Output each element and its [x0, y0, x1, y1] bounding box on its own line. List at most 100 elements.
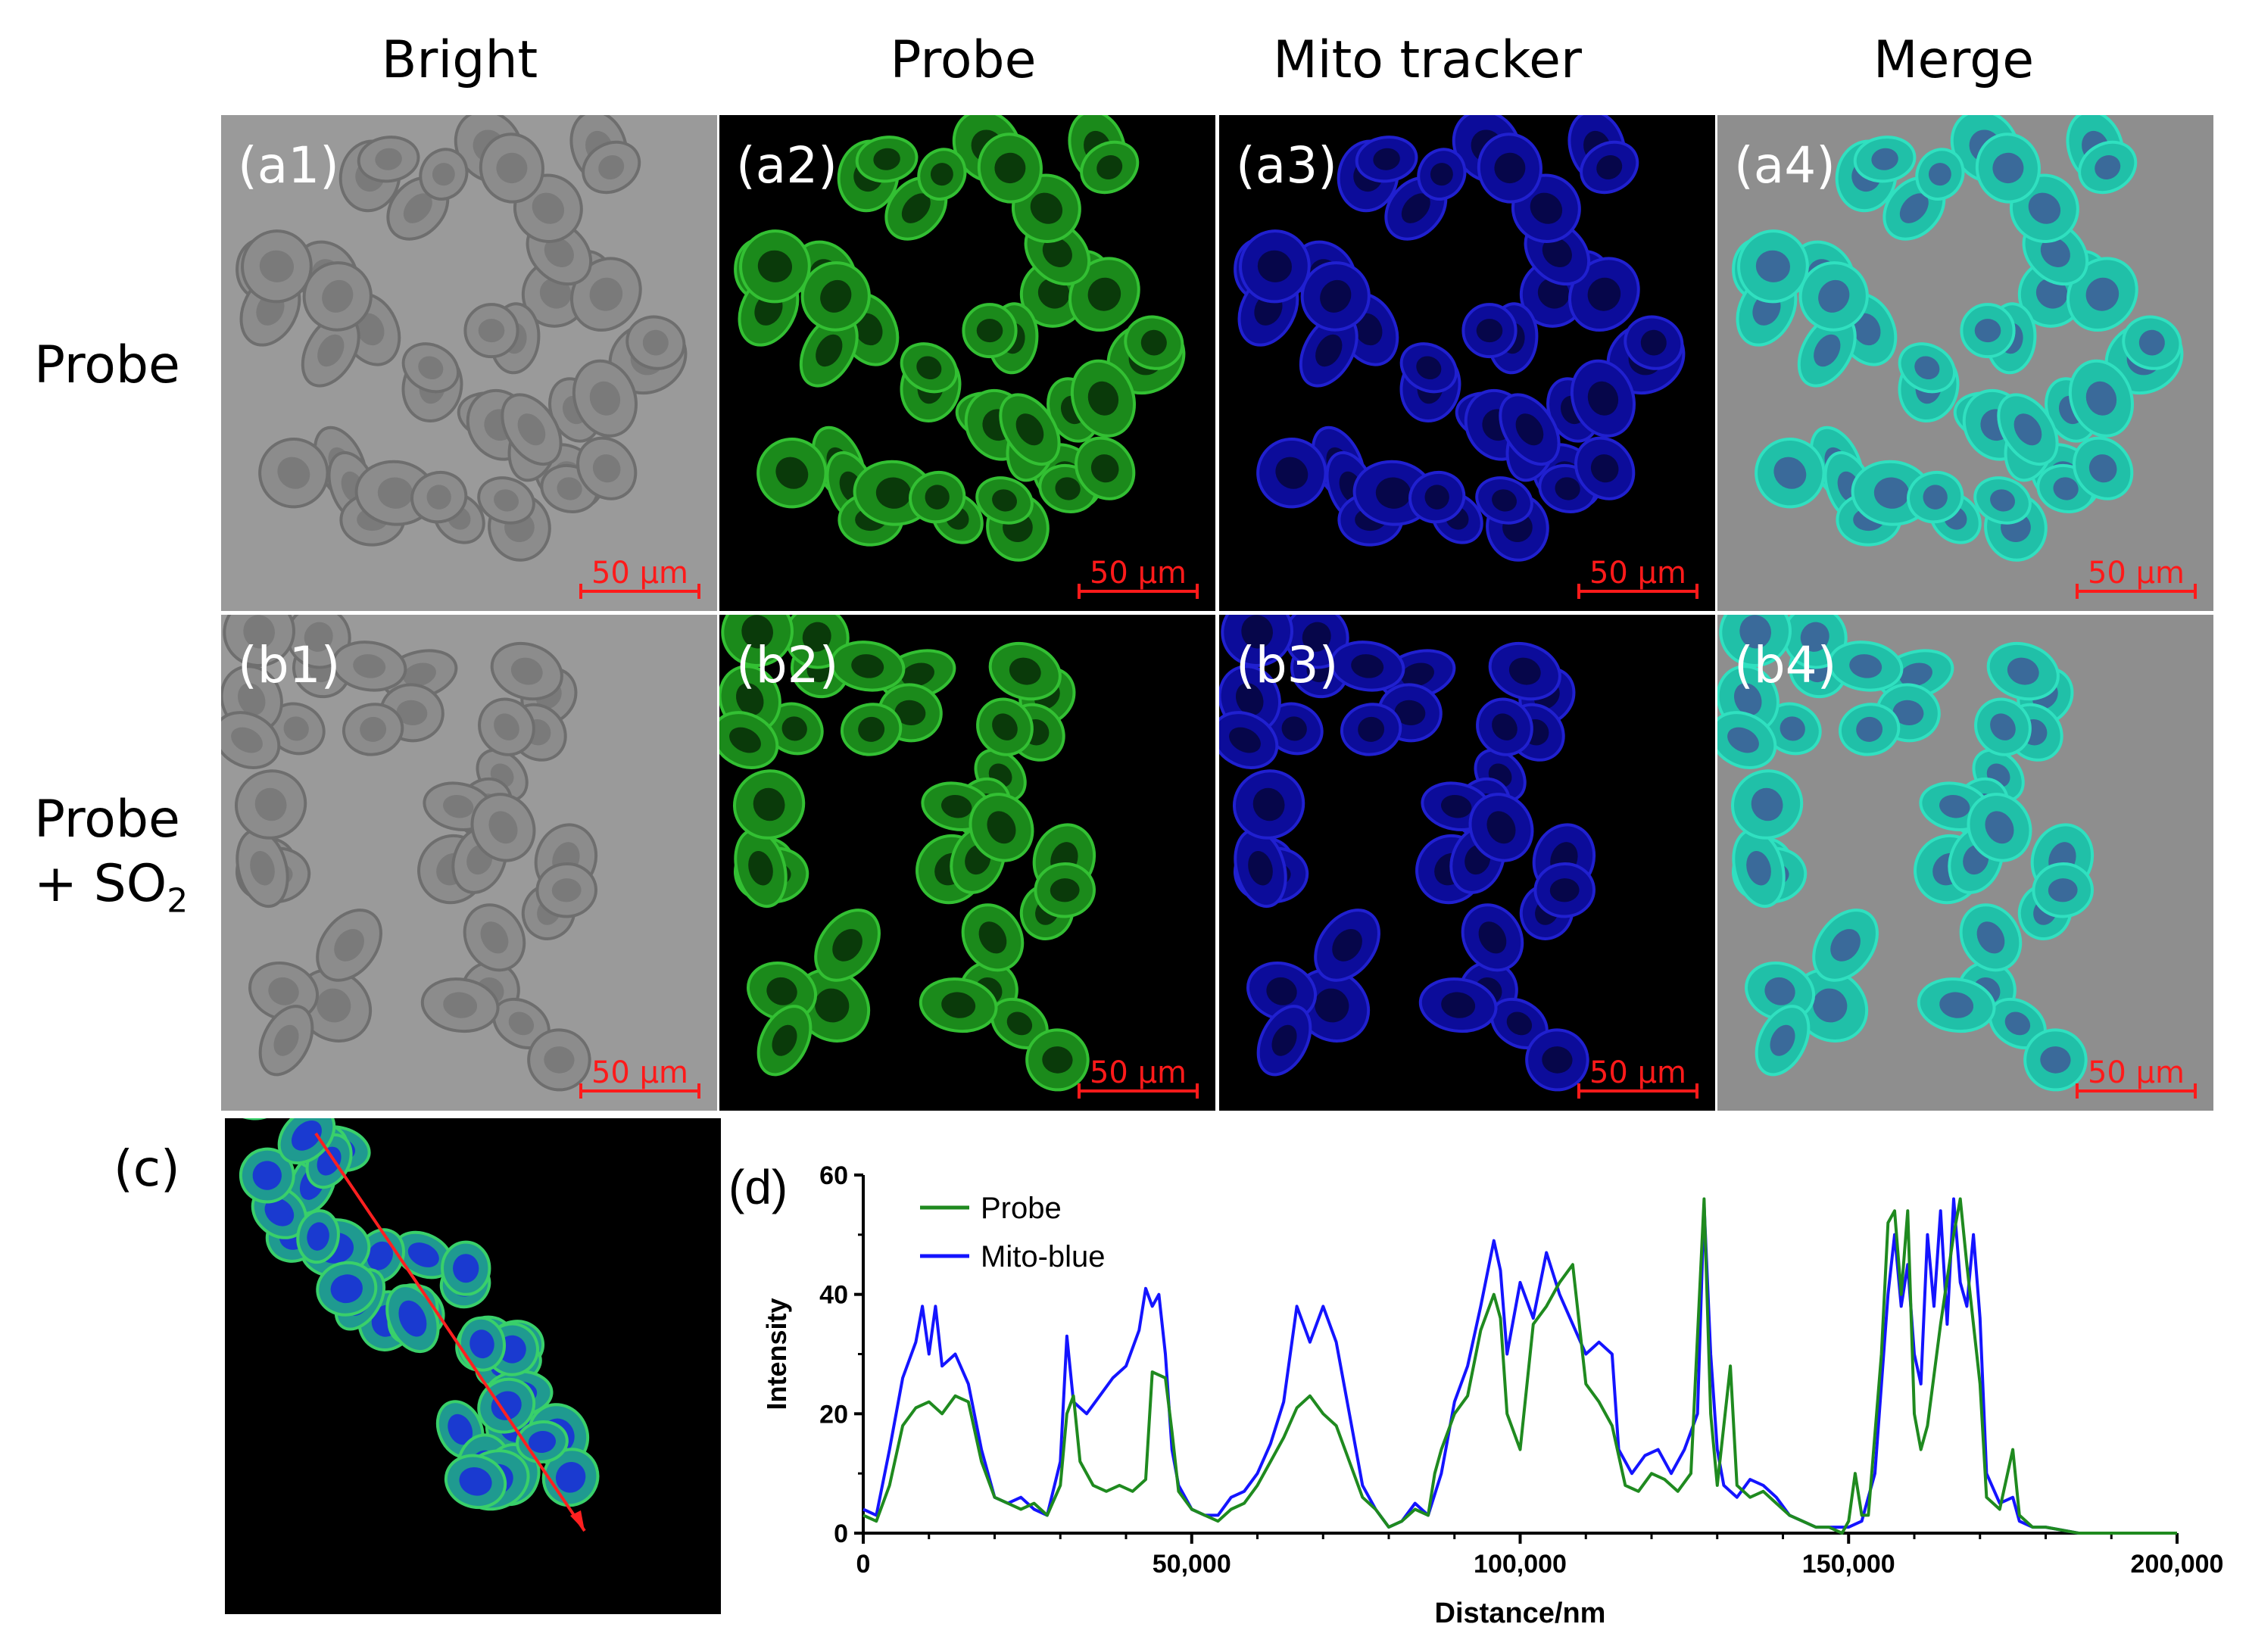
- scale-bar: 50 µm: [579, 1055, 700, 1099]
- y-tick-label: 0: [834, 1520, 848, 1548]
- cell-nucleus: [259, 250, 295, 282]
- x-axis-label: Distance/nm: [1435, 1597, 1606, 1629]
- cell-nucleus: [1849, 654, 1882, 678]
- cell-nucleus: [1928, 163, 1951, 186]
- panel-a3-mito-image: (a3) 50 µm: [1219, 115, 1715, 611]
- cell-nucleus: [1939, 794, 1970, 818]
- cell-nucleus: [832, 929, 862, 962]
- cell-nucleus: [589, 277, 623, 311]
- scale-bar: 50 µm: [1078, 1055, 1199, 1099]
- cell-nucleus: [741, 615, 773, 649]
- legend-entry: Probe: [981, 1192, 1062, 1225]
- cell-nucleus: [2085, 381, 2117, 416]
- cell-nucleus: [1320, 279, 1352, 313]
- y-tick-label: 40: [819, 1281, 848, 1310]
- cell-nucleus: [1257, 250, 1293, 282]
- cell-nucleus: [1939, 992, 1974, 1018]
- panel-b1-bright-image: (b1) 50 µm: [221, 615, 717, 1111]
- cell-nucleus: [403, 193, 432, 223]
- cell-nucleus: [557, 477, 582, 500]
- cell-shape: [225, 1118, 283, 1121]
- series-line-mito-blue: [862, 1197, 2177, 1535]
- cell-nucleus: [510, 657, 543, 685]
- row-header-probe: Probe: [34, 335, 180, 395]
- scale-bar-label: 50 µm: [2087, 556, 2185, 591]
- cell-nucleus: [277, 457, 310, 489]
- cell-nucleus: [1087, 277, 1121, 311]
- cell-nucleus: [2048, 878, 2078, 902]
- cell-nucleus: [1871, 148, 1898, 170]
- cell-nucleus: [291, 1120, 322, 1151]
- cell-nucleus: [1739, 615, 1771, 649]
- scale-bar-label: 50 µm: [1089, 1055, 1187, 1090]
- scale-bar: 50 µm: [579, 558, 700, 599]
- column-header-merge: Merge: [1873, 30, 2035, 90]
- panel-label-a4: (a4): [1734, 136, 1836, 195]
- cell-nucleus: [589, 381, 621, 416]
- scale-bar-label: 50 µm: [1089, 556, 1187, 591]
- cell-nucleus: [544, 1046, 575, 1074]
- cell-nucleus: [252, 1161, 282, 1190]
- cell-nucleus: [480, 921, 509, 954]
- cell-nucleus: [1492, 713, 1518, 740]
- cell-nucleus: [735, 683, 764, 715]
- cell-nucleus: [459, 1467, 492, 1496]
- cell-nucleus: [283, 716, 309, 741]
- micrograph-svg: [734, 115, 1186, 562]
- cell-nucleus: [1140, 329, 1167, 356]
- cell-nucleus: [802, 622, 831, 652]
- micrograph-svg: [221, 615, 598, 1092]
- cell-nucleus: [1852, 313, 1881, 346]
- cell-nucleus: [1042, 237, 1072, 267]
- cell-nucleus: [453, 1254, 479, 1283]
- cell-nucleus: [1315, 334, 1343, 367]
- cell-nucleus: [729, 727, 761, 753]
- cell-nucleus: [317, 334, 345, 367]
- cell-nucleus: [2040, 237, 2070, 267]
- cell-nucleus: [478, 319, 505, 343]
- cell-nucleus: [598, 154, 625, 180]
- cell-nucleus: [1992, 152, 2024, 184]
- cell-nucleus: [1248, 850, 1273, 886]
- scale-bar-label: 50 µm: [591, 1055, 689, 1090]
- cell-nucleus: [820, 279, 852, 313]
- cell-nucleus: [1530, 192, 1563, 224]
- scale-bar: 50 µm: [1078, 556, 1199, 599]
- cell-nucleus: [1830, 929, 1861, 962]
- cell-nucleus: [854, 313, 883, 346]
- cell-nucleus: [1241, 615, 1273, 649]
- scale-bar-line: [1078, 584, 1199, 599]
- cell-nucleus: [1596, 154, 1623, 180]
- cell-nucleus: [1235, 683, 1264, 715]
- cell-nucleus: [2035, 278, 2068, 309]
- cell-nucleus: [1800, 622, 1829, 652]
- cell-nucleus: [1923, 485, 1948, 510]
- cell-nucleus: [925, 485, 950, 510]
- cell-nucleus: [273, 1024, 299, 1056]
- panel-a2-probe-image: (a2) 50 µm: [719, 115, 1215, 611]
- cell-nucleus: [448, 1414, 473, 1445]
- cell-nucleus: [592, 454, 621, 483]
- cell-nucleus: [2004, 1011, 2031, 1036]
- scale-bar-line: [1577, 584, 1698, 599]
- cell-nucleus: [2013, 413, 2042, 446]
- cell-nucleus: [1009, 657, 1041, 685]
- cell-nucleus: [443, 992, 478, 1018]
- cell-nucleus: [469, 1329, 494, 1359]
- cell-nucleus: [1590, 454, 1619, 483]
- cell-nucleus: [1478, 921, 1507, 954]
- cell-nucleus: [322, 279, 354, 313]
- cell-nucleus: [317, 1146, 342, 1176]
- cell-nucleus: [772, 1024, 797, 1056]
- panel-label-b4: (b4): [1734, 636, 1837, 694]
- column-header-probe: Probe: [890, 30, 1037, 90]
- cell-nucleus: [992, 713, 1018, 740]
- cell-nucleus: [1271, 1024, 1297, 1056]
- panel-d-label: (d): [728, 1160, 788, 1214]
- cell-nucleus: [1773, 457, 1807, 489]
- cell-nucleus: [1899, 662, 1932, 687]
- cell-nucleus: [1441, 992, 1476, 1018]
- cell-nucleus: [1416, 356, 1442, 380]
- cell-nucleus: [432, 163, 455, 186]
- cell-nucleus: [398, 1300, 427, 1337]
